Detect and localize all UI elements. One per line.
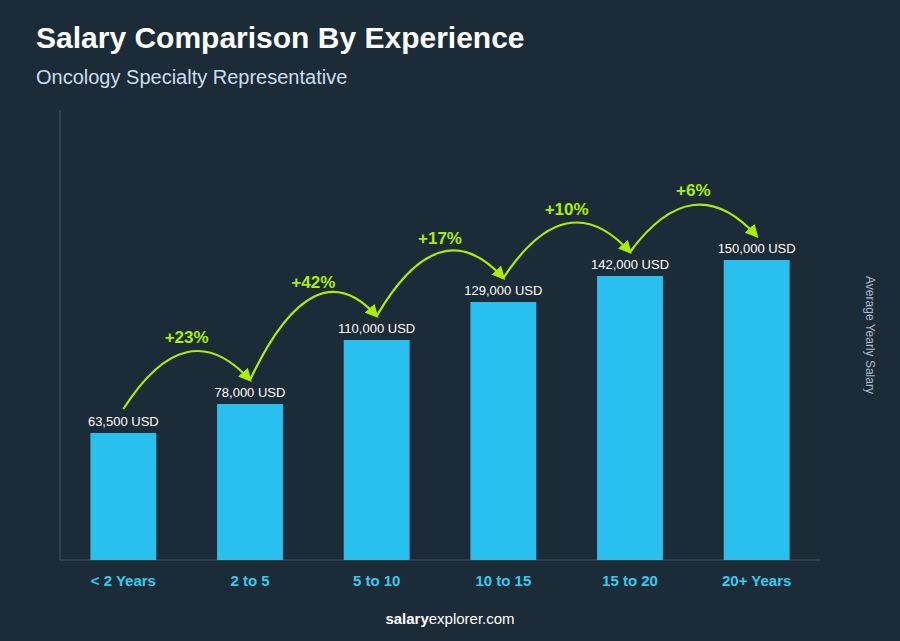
data-label: 150,000 USD [718,241,796,256]
data-label: 110,000 USD [338,321,415,336]
change-label: +23% [165,328,209,347]
bars [90,260,789,560]
bar [597,276,663,560]
data-label: 78,000 USD [215,385,286,400]
footer: salaryexplorer.com [385,610,514,627]
chart-svg: Salary Comparison By Experience Oncology … [0,0,900,641]
title: Salary Comparison By Experience [36,21,525,54]
bar [217,404,283,560]
background [0,0,900,641]
bar [90,433,156,560]
change-label: +17% [418,229,462,248]
x-tick-label: 15 to 20 [602,572,658,589]
x-tick-label: 2 to 5 [230,572,269,589]
bar [470,302,536,560]
footer-rest: explorer.com [429,610,515,627]
y-axis-label: Average Yearly Salary [863,276,877,394]
change-label: +42% [291,273,335,292]
bar [724,260,790,560]
change-arrow [503,222,630,278]
chart-container: Salary Comparison By Experience Oncology … [0,0,900,641]
data-label: 63,500 USD [88,414,159,429]
subtitle: Oncology Specialty Representative [36,66,347,88]
x-tick-label: 5 to 10 [353,572,401,589]
change-arrow [377,250,504,316]
y-axis-line [60,110,61,560]
data-label: 129,000 USD [464,283,542,298]
change-label: +6% [676,181,711,200]
data-label: 142,000 USD [591,257,669,272]
change-arrow [123,351,250,409]
bar [344,340,410,560]
change-label: +10% [545,200,589,219]
change-arrow [250,292,377,380]
x-axis-line [60,560,820,561]
footer-bold: salary [385,610,429,627]
x-tick-label: 10 to 15 [475,572,531,589]
change-arrow [630,205,757,252]
x-tick-label: < 2 Years [91,572,156,589]
x-tick-label: 20+ Years [722,572,791,589]
